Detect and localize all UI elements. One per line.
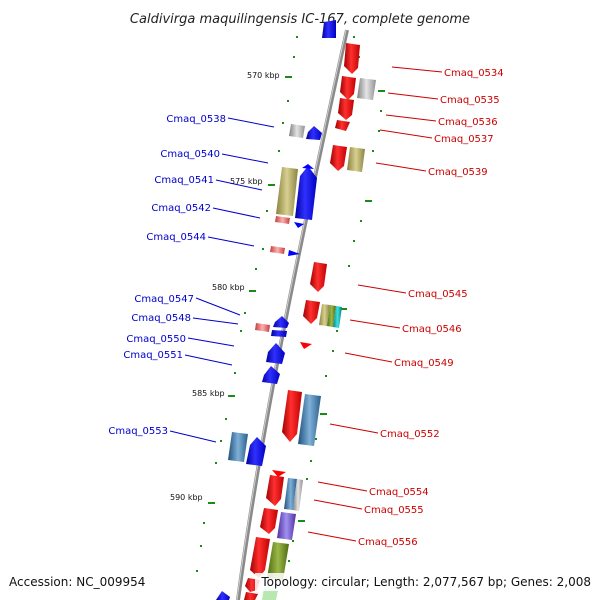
- gene-block[interactable]: [250, 537, 270, 578]
- reverse-genes: [216, 20, 336, 600]
- gene-block[interactable]: [282, 390, 302, 442]
- gene-block[interactable]: [260, 508, 278, 534]
- gene-block[interactable]: [216, 591, 230, 600]
- footer-backdrop: [255, 573, 595, 591]
- gene-label-cmaq-0546[interactable]: Cmaq_0546: [402, 324, 462, 335]
- right-gene-labels: Cmaq_0534 Cmaq_0535 Cmaq_0536 Cmaq_0537 …: [358, 68, 504, 548]
- forward-genes: [244, 43, 376, 600]
- gene-block[interactable]: [267, 542, 289, 580]
- genome-summary-text: Topology: circular; Length: 2,077,567 bp…: [260, 575, 591, 589]
- gene-label-cmaq-0536[interactable]: Cmaq_0536: [438, 117, 498, 128]
- left-gene-labels: Cmaq_0538 Cmaq_0540 Cmaq_0541 Cmaq_0542 …: [108, 114, 226, 437]
- gene-block[interactable]: [246, 437, 266, 466]
- gene-label-cmaq-0550[interactable]: Cmaq_0550: [126, 334, 186, 345]
- gene-label-cmaq-0540[interactable]: Cmaq_0540: [160, 149, 220, 160]
- gene-block[interactable]: [357, 78, 376, 100]
- genome-backbone: [236, 29, 349, 600]
- gene-label-cmaq-0539[interactable]: Cmaq_0539: [428, 167, 488, 178]
- gene-label-cmaq-0541[interactable]: Cmaq_0541: [154, 175, 214, 186]
- gene-label-cmaq-0556[interactable]: Cmaq_0556: [358, 537, 418, 548]
- gene-block[interactable]: [347, 147, 365, 172]
- gene-block[interactable]: [340, 76, 356, 100]
- gene-label-cmaq-0548[interactable]: Cmaq_0548: [131, 313, 191, 324]
- scale-label-585: 585 kbp: [192, 389, 225, 398]
- gene-block[interactable]: [327, 305, 336, 327]
- gene-block[interactable]: [330, 145, 347, 171]
- gene-block[interactable]: [319, 304, 330, 326]
- scale-label-570: 570 kbp: [247, 71, 280, 80]
- gene-label-cmaq-0549[interactable]: Cmaq_0549: [394, 358, 454, 369]
- gene-label-cmaq-0535[interactable]: Cmaq_0535: [440, 95, 500, 106]
- gene-block[interactable]: [284, 478, 297, 510]
- genome-backbone-highlight: [236, 29, 347, 600]
- gene-block[interactable]: [262, 366, 280, 384]
- gene-label-cmaq-0538[interactable]: Cmaq_0538: [166, 114, 226, 125]
- gene-block[interactable]: [266, 343, 285, 364]
- gene-block[interactable]: [271, 330, 287, 337]
- gene-block[interactable]: [289, 124, 305, 138]
- gene-label-cmaq-0553[interactable]: Cmaq_0553: [108, 426, 168, 437]
- gene-label-cmaq-0534[interactable]: Cmaq_0534: [444, 68, 504, 79]
- gene-block[interactable]: [335, 120, 350, 131]
- gene-label-cmaq-0542[interactable]: Cmaq_0542: [151, 203, 211, 214]
- gene-block[interactable]: [310, 262, 327, 292]
- gene-block[interactable]: [302, 164, 314, 169]
- gene-label-cmaq-0555[interactable]: Cmaq_0555: [364, 505, 424, 516]
- gene-block[interactable]: [277, 512, 296, 540]
- gene-block[interactable]: [270, 246, 285, 254]
- gene-block[interactable]: [303, 300, 320, 324]
- gene-block[interactable]: [272, 470, 286, 477]
- scale-label-575: 575 kbp: [230, 177, 263, 186]
- scale-label-580: 580 kbp: [212, 283, 245, 292]
- gene-label-cmaq-0545[interactable]: Cmaq_0545: [408, 289, 468, 300]
- gene-label-cmaq-0552[interactable]: Cmaq_0552: [380, 429, 440, 440]
- gene-label-cmaq-0551[interactable]: Cmaq_0551: [123, 350, 183, 361]
- map-title: Caldivirga maquilingensis IC-167, comple…: [130, 12, 470, 27]
- gene-block[interactable]: [298, 394, 321, 446]
- gene-block[interactable]: [275, 216, 290, 224]
- gene-label-cmaq-0554[interactable]: Cmaq_0554: [369, 487, 429, 498]
- gene-label-cmaq-0547[interactable]: Cmaq_0547: [134, 294, 194, 305]
- gene-block[interactable]: [300, 342, 312, 349]
- gene-block[interactable]: [338, 98, 354, 120]
- gene-block[interactable]: [293, 479, 303, 511]
- gene-block[interactable]: [266, 475, 284, 506]
- callout-lines: [169, 66, 443, 542]
- gene-label-cmaq-0537[interactable]: Cmaq_0537: [434, 134, 494, 145]
- gene-label-cmaq-0544[interactable]: Cmaq_0544: [146, 232, 206, 243]
- accession-text: Accession: NC_009954: [9, 575, 145, 589]
- gene-block[interactable]: [306, 126, 322, 140]
- gene-block[interactable]: [333, 306, 342, 328]
- gene-block[interactable]: [255, 323, 270, 332]
- gene-block[interactable]: [344, 43, 360, 74]
- gene-block[interactable]: [294, 222, 304, 228]
- gene-block[interactable]: [288, 250, 300, 256]
- gene-block[interactable]: [295, 166, 317, 220]
- gene-block[interactable]: [273, 316, 289, 328]
- gene-block[interactable]: [244, 592, 258, 600]
- gene-block[interactable]: [322, 20, 336, 38]
- gene-block[interactable]: [276, 167, 298, 216]
- gene-block[interactable]: [228, 432, 248, 462]
- scale-label-590: 590 kbp: [170, 493, 203, 502]
